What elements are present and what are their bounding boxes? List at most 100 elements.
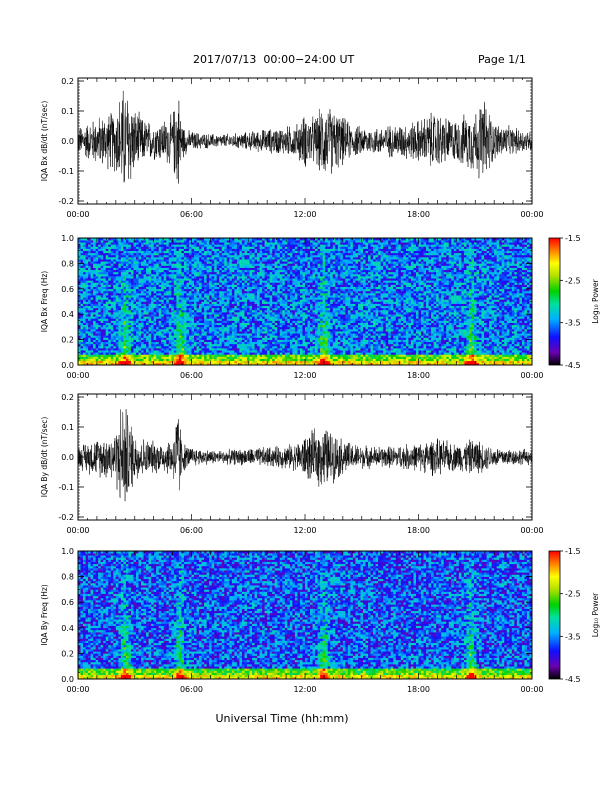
heatmap-cell [118,316,122,319]
heatmap-cell [120,345,124,349]
heatmap-cell [156,303,160,307]
heatmap-cell [133,343,137,347]
heatmap-cell [204,286,207,290]
heatmap-cell [166,360,170,364]
heatmap-cell [143,284,147,287]
heatmap-cell [241,297,245,300]
heatmap-cell [178,341,182,345]
heatmap-cell [244,244,248,247]
heatmap-cell [216,301,220,304]
heatmap-cell [143,362,147,366]
heatmap-cell [100,288,104,292]
heatmap-cell [158,273,162,277]
heatmap-cell [249,354,253,357]
heatmap-cell [80,309,84,313]
heatmap-cell [178,337,182,340]
heatmap-cell [153,324,157,328]
heatmap-cell [171,259,175,262]
heatmap-cell [138,269,142,273]
heatmap-cell [191,352,195,355]
heatmap-cell [118,312,122,315]
heatmap-cell [277,286,281,290]
heatmap-cell [166,333,170,336]
heatmap-cell [105,333,109,336]
heatmap-cell [211,273,215,277]
heatmap-cell [229,314,233,317]
heatmap-cell [163,354,167,357]
heatmap-cell [191,252,195,256]
heatmap-cell [108,242,112,245]
heatmap-cell [178,278,182,281]
heatmap-cell [115,354,119,357]
heatmap-cell [272,358,276,362]
heatmap-cell [171,299,175,302]
heatmap-cell [133,288,137,292]
heatmap-cell [141,242,144,245]
heatmap-cell [241,271,245,275]
heatmap-cell [120,356,124,359]
heatmap-cell [173,265,177,268]
heatmap-cell [93,341,96,345]
heatmap-cell [168,352,172,355]
heatmap-cell [254,271,258,275]
heatmap-cell [146,244,149,247]
heatmap-cell [158,354,162,357]
heatmap-cell [123,314,127,317]
heatmap-cell [277,290,281,294]
heatmap-cell [128,337,132,340]
heatmap-cell [133,352,137,355]
heatmap-cell [244,284,248,287]
heatmap-cell [156,341,160,345]
heatmap-cell [183,343,187,347]
heatmap-cell [194,280,197,283]
heatmap-cell [176,242,180,245]
heatmap-cell [103,326,107,330]
heatmap-cell [176,280,180,283]
heatmap-cell [188,280,192,283]
heatmap-cell [110,354,114,357]
heatmap-cell [209,354,212,357]
heatmap-cell [236,318,240,321]
heatmap-cell [221,257,225,260]
heatmap-cell [133,269,137,273]
heatmap-cell [277,335,281,338]
heatmap-cell [163,248,167,251]
heatmap-cell [163,242,167,245]
heatmap-cell [257,339,260,343]
heatmap-cell [267,331,270,334]
heatmap-cell [262,238,265,241]
heatmap-cell [115,267,119,271]
heatmap-cell [231,248,235,251]
heatmap-cell [194,314,197,317]
heatmap-cell [241,345,245,349]
heatmap-cell [257,337,260,340]
heatmap-cell [236,314,240,317]
heatmap-cell [194,263,197,266]
heatmap-cell [146,254,149,258]
heatmap-cell [83,297,86,300]
heatmap-cell [161,354,165,357]
heatmap-cell [211,295,215,298]
heatmap-cell [214,301,218,304]
heatmap-cell [231,293,235,296]
heatmap-cell [138,341,142,345]
heatmap-cell [163,333,167,336]
heatmap-cell [153,263,157,266]
heatmap-cell [201,354,205,357]
heatmap-cell [178,331,182,334]
heatmap-cell [93,314,96,317]
heatmap-cell [120,295,124,298]
heatmap-cell [178,348,182,351]
heatmap-cell [262,297,265,300]
heatmap-cell [168,254,172,258]
heatmap-cell [267,318,270,321]
heatmap-cell [246,316,250,319]
heatmap-cell [221,271,225,275]
heatmap-cell [234,286,238,290]
heatmap-cell [246,269,250,273]
heatmap-cell [226,297,230,300]
heatmap-cell [219,269,223,273]
heatmap-cell [95,284,99,287]
heatmap-cell [183,276,187,279]
heatmap-cell [133,309,137,313]
